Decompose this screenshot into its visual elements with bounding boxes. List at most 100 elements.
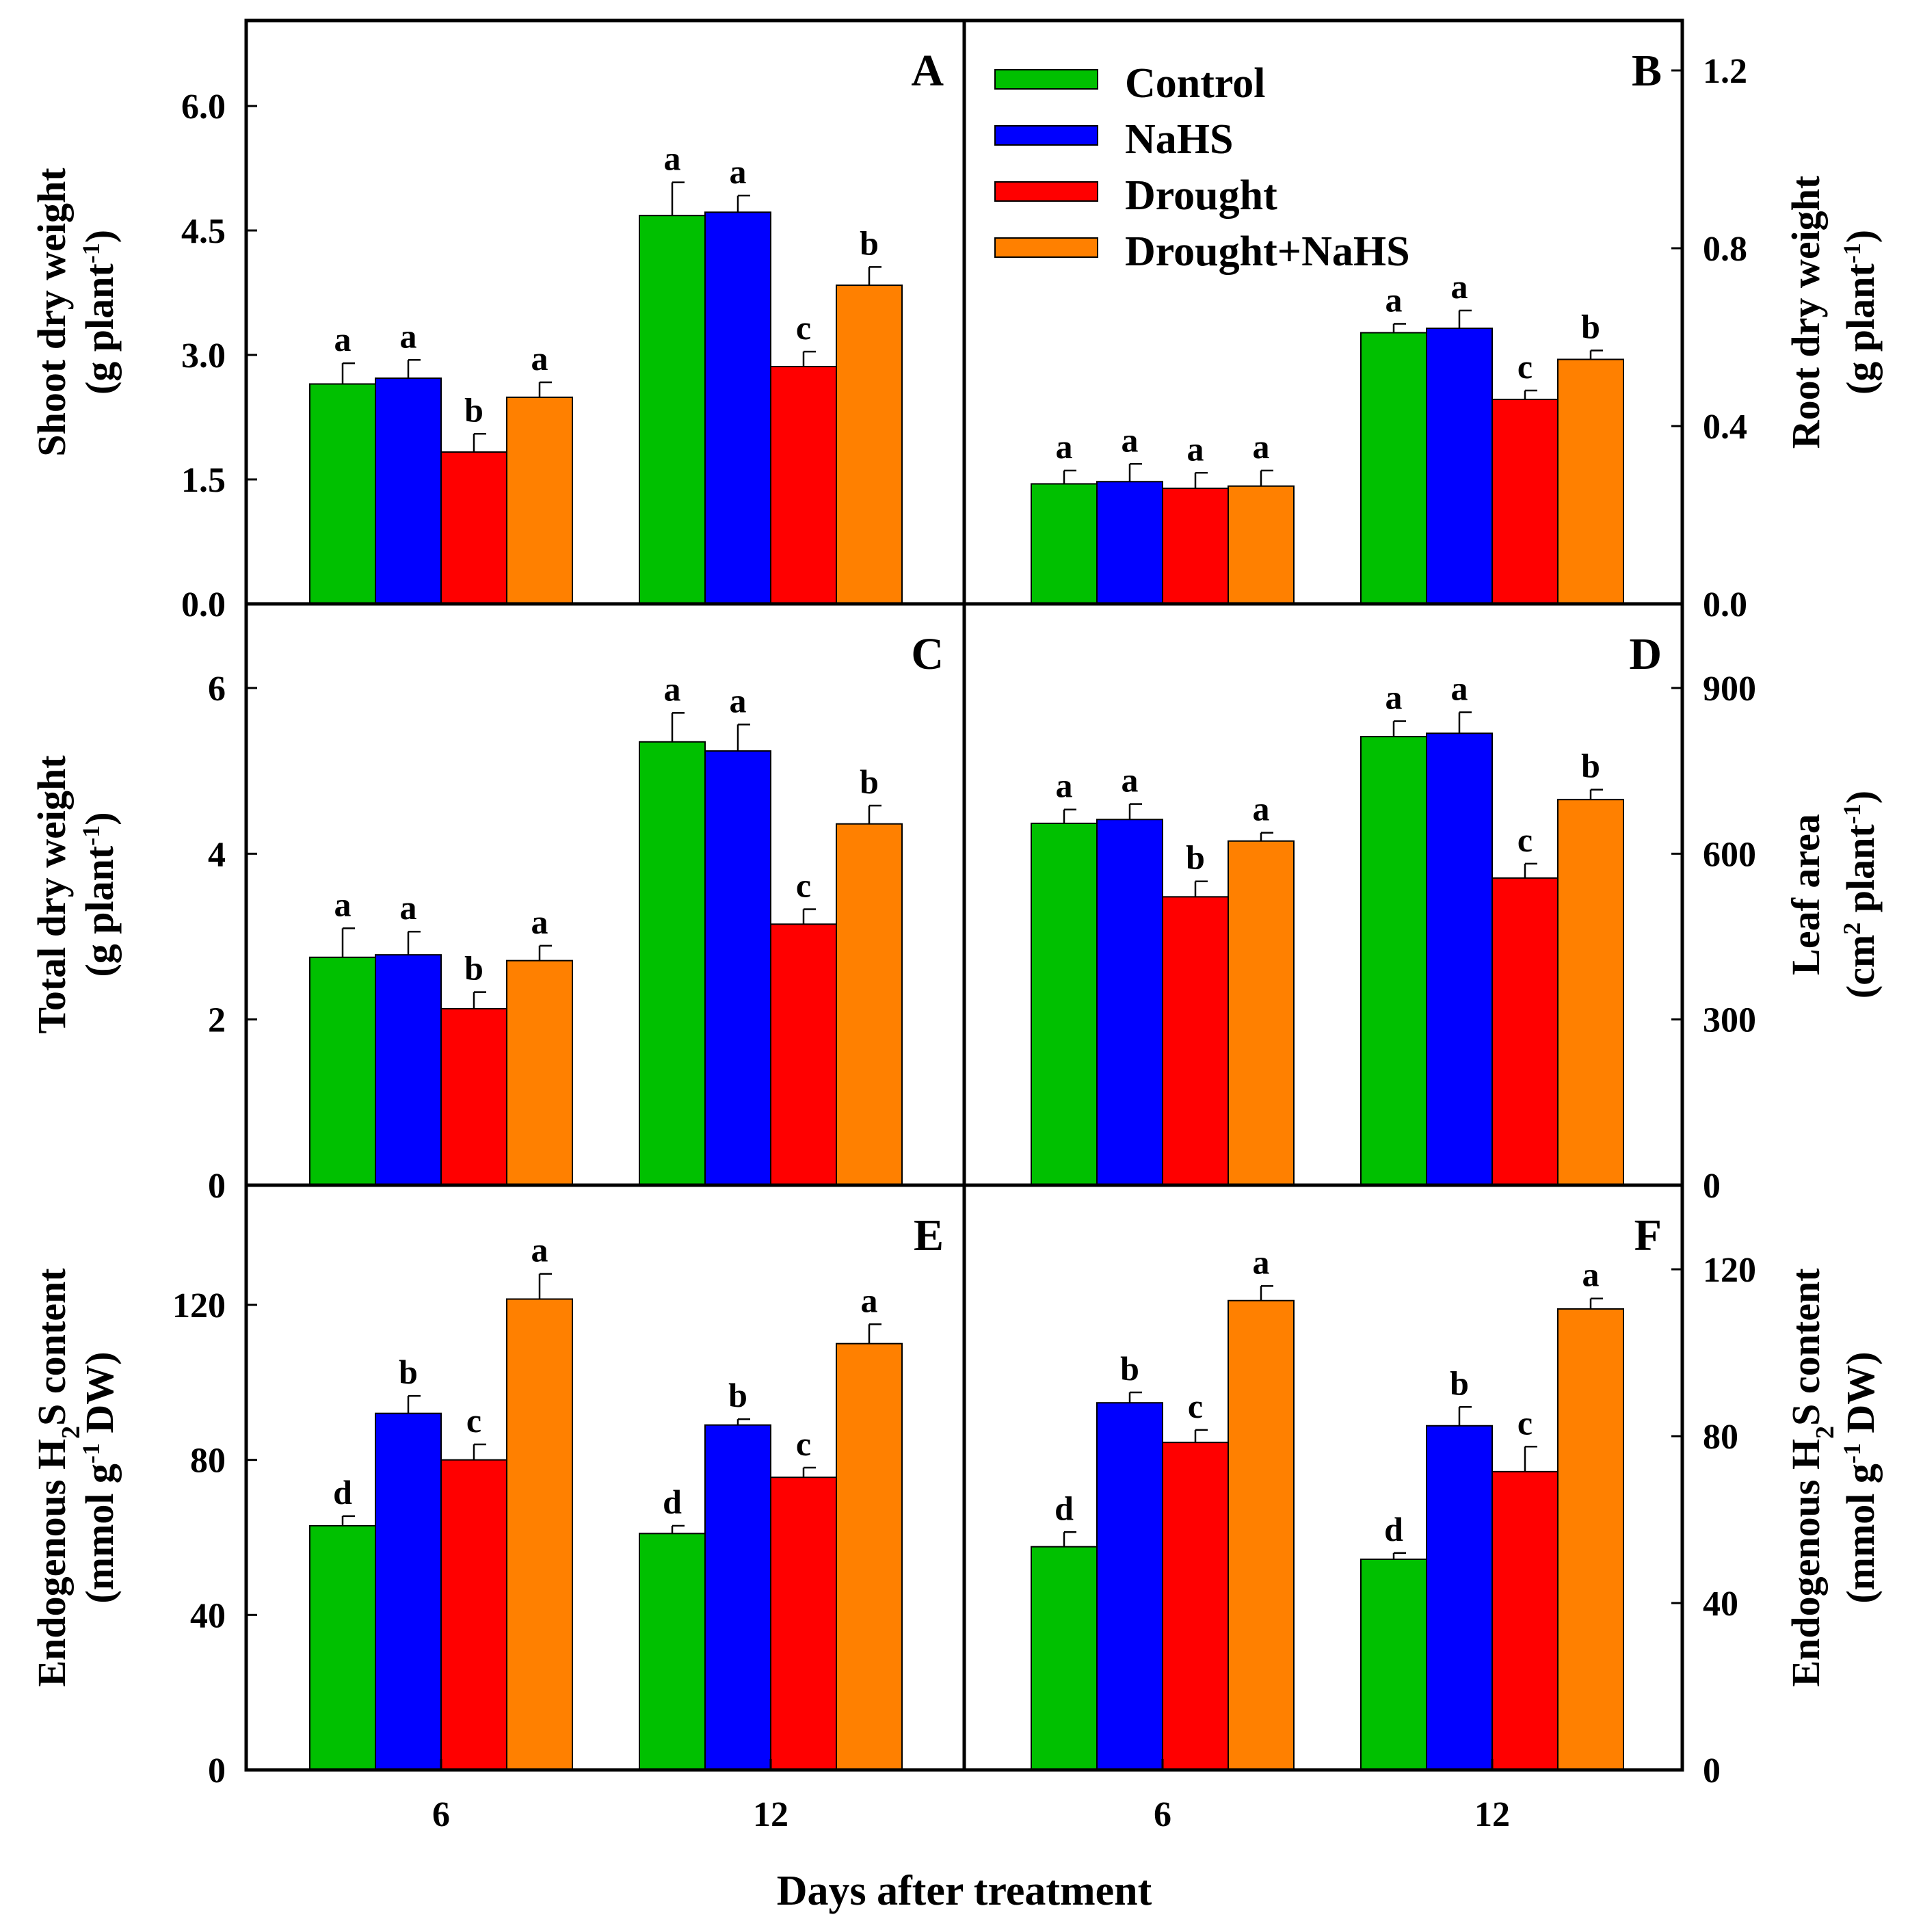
bar-F-drought-nahs-day12 xyxy=(1557,1308,1624,1771)
bar-B-nahs-day6 xyxy=(1096,481,1163,605)
ytick-label-A-1: 1.5 xyxy=(181,461,226,500)
bar-D-drought-day6 xyxy=(1162,896,1229,1186)
legend-swatch-3 xyxy=(994,237,1098,258)
bar-F-drought-day6 xyxy=(1162,1442,1229,1771)
bar-A-nahs-day12 xyxy=(704,211,771,605)
panel-letter-F: F xyxy=(1634,1210,1662,1260)
sig-letter-F-1-1: b xyxy=(1450,1364,1469,1402)
legend-label-1: NaHS xyxy=(1125,116,1233,163)
ylabel-line1-D: Leaf area xyxy=(1783,814,1828,975)
bar-C-nahs-day6 xyxy=(375,954,442,1186)
bar-A-drought-nahs-day6 xyxy=(506,396,573,605)
sig-letter-C-3-1: b xyxy=(860,763,879,801)
ylabel-line2-E: (mmol g-1 DW) xyxy=(77,1351,122,1603)
bar-B-drought-day12 xyxy=(1491,399,1559,605)
bar-F-nahs-day6 xyxy=(1096,1402,1163,1771)
sig-letter-F-1-0: b xyxy=(1120,1349,1139,1388)
ylabel-line2-B: (g plant-1) xyxy=(1838,230,1883,395)
panel-D: a a a a b c a b D 0 300 600 900 Leaf area (cm2 plant-1… xyxy=(1031,629,1883,1206)
ytick-label-D-3: 900 xyxy=(1703,670,1756,709)
ytick-label-A-3: 4.5 xyxy=(181,212,226,251)
ylabel-line2-A: (g plant-1) xyxy=(77,230,122,395)
bar-F-drought-day12 xyxy=(1491,1470,1559,1771)
sig-letter-D-1-0: a xyxy=(1122,761,1139,799)
bar-B-drought-day6 xyxy=(1162,488,1229,605)
ytick-label-A-2: 3.0 xyxy=(181,336,226,375)
bar-F-drought-nahs-day6 xyxy=(1228,1299,1295,1771)
bar-E-control-day6 xyxy=(309,1525,376,1771)
sig-letter-D-2-1: c xyxy=(1517,821,1533,859)
bar-E-drought-nahs-day12 xyxy=(836,1342,903,1771)
ytick-label-C-1: 2 xyxy=(208,1001,226,1040)
sig-letter-D-3-0: a xyxy=(1253,790,1270,828)
bar-D-nahs-day12 xyxy=(1426,732,1493,1186)
xtick-label-2: 6 xyxy=(1154,1795,1171,1834)
ytick-label-B-1: 0.4 xyxy=(1703,408,1747,447)
sig-letter-A-2-1: c xyxy=(796,308,811,347)
bar-A-drought-nahs-day12 xyxy=(836,284,903,605)
bar-E-drought-day12 xyxy=(770,1477,837,1771)
ylabel-line1-C: Total dry weight xyxy=(29,755,74,1034)
bar-D-drought-nahs-day12 xyxy=(1557,799,1624,1187)
bar-D-control-day6 xyxy=(1031,822,1098,1186)
legend: Control NaHS Drought Drought+NaHS xyxy=(994,60,1410,275)
bar-C-drought-nahs-day6 xyxy=(506,960,573,1186)
sig-letter-F-2-1: c xyxy=(1517,1403,1533,1442)
ytick-label-C-2: 4 xyxy=(208,835,226,874)
bar-C-drought-nahs-day12 xyxy=(836,823,903,1187)
bar-C-nahs-day12 xyxy=(704,750,771,1186)
xtick-label-0: 6 xyxy=(432,1795,450,1834)
legend-label-0: Control xyxy=(1125,60,1266,107)
ytick-label-F-0: 0 xyxy=(1703,1751,1721,1790)
sig-letter-E-1-1: b xyxy=(728,1376,747,1414)
sig-letter-D-0-1: a xyxy=(1385,678,1403,716)
bar-B-control-day12 xyxy=(1360,332,1427,605)
sig-letter-D-2-0: b xyxy=(1186,838,1205,877)
sig-letter-E-0-1: d xyxy=(663,1483,682,1521)
ytick-label-B-0: 0.0 xyxy=(1703,585,1747,624)
ytick-label-D-2: 600 xyxy=(1703,835,1756,874)
ylabel-line1-A: Shoot dry weight xyxy=(29,168,74,457)
bar-F-control-day6 xyxy=(1031,1546,1098,1771)
bar-E-drought-day6 xyxy=(440,1459,507,1771)
bar-C-drought-day12 xyxy=(770,923,837,1186)
sig-letter-B-3-0: a xyxy=(1253,427,1270,466)
bar-F-nahs-day12 xyxy=(1426,1425,1493,1771)
ylabel-line2-C: (g plant-1) xyxy=(77,812,122,977)
bar-B-control-day6 xyxy=(1031,483,1098,605)
sig-letter-D-1-1: a xyxy=(1451,670,1468,708)
x-axis: 6 12 6 12 Days after treatment xyxy=(432,1759,1510,1914)
ytick-label-E-3: 120 xyxy=(172,1286,226,1325)
ytick-label-C-0: 0 xyxy=(208,1167,226,1206)
sig-letter-A-3-0: a xyxy=(531,339,548,378)
sig-letter-C-0-1: a xyxy=(664,670,681,708)
panel-letter-D: D xyxy=(1629,629,1662,679)
panel-A: a a a a b c a b A 0.0 1.5 3.0 4.5 6.0 Shoot dry weight… xyxy=(29,46,944,624)
ylabel-line1-F: Endogenous H2S content xyxy=(1783,1268,1840,1687)
ytick-label-D-0: 0 xyxy=(1703,1167,1721,1206)
sig-letter-A-0-1: a xyxy=(664,140,681,178)
sig-letter-C-1-1: a xyxy=(730,681,747,719)
bar-A-drought-day12 xyxy=(770,365,837,605)
sig-letter-E-1-0: b xyxy=(399,1353,418,1391)
bar-E-nahs-day12 xyxy=(704,1424,771,1771)
sig-letter-E-0-0: d xyxy=(333,1473,352,1511)
sig-letter-E-3-0: a xyxy=(531,1231,548,1269)
bar-A-nahs-day6 xyxy=(375,377,442,605)
bar-D-drought-day12 xyxy=(1491,877,1559,1187)
legend-swatch-1 xyxy=(994,125,1098,146)
legend-label-3: Drought+NaHS xyxy=(1125,228,1410,275)
sig-letter-A-1-1: a xyxy=(730,153,747,191)
sig-letter-B-2-1: c xyxy=(1517,347,1533,386)
bar-E-nahs-day6 xyxy=(375,1412,442,1771)
bar-E-drought-nahs-day6 xyxy=(506,1298,573,1771)
sig-letter-A-2-0: b xyxy=(464,391,483,429)
ylabel-line1-B: Root dry weight xyxy=(1783,175,1828,449)
ytick-label-A-0: 0.0 xyxy=(181,585,226,624)
bar-A-control-day6 xyxy=(309,383,376,605)
bar-B-drought-nahs-day6 xyxy=(1228,485,1295,605)
panel-letter-B: B xyxy=(1632,46,1662,96)
ytick-label-C-3: 6 xyxy=(208,670,226,709)
sig-letter-D-0-0: a xyxy=(1056,767,1073,805)
